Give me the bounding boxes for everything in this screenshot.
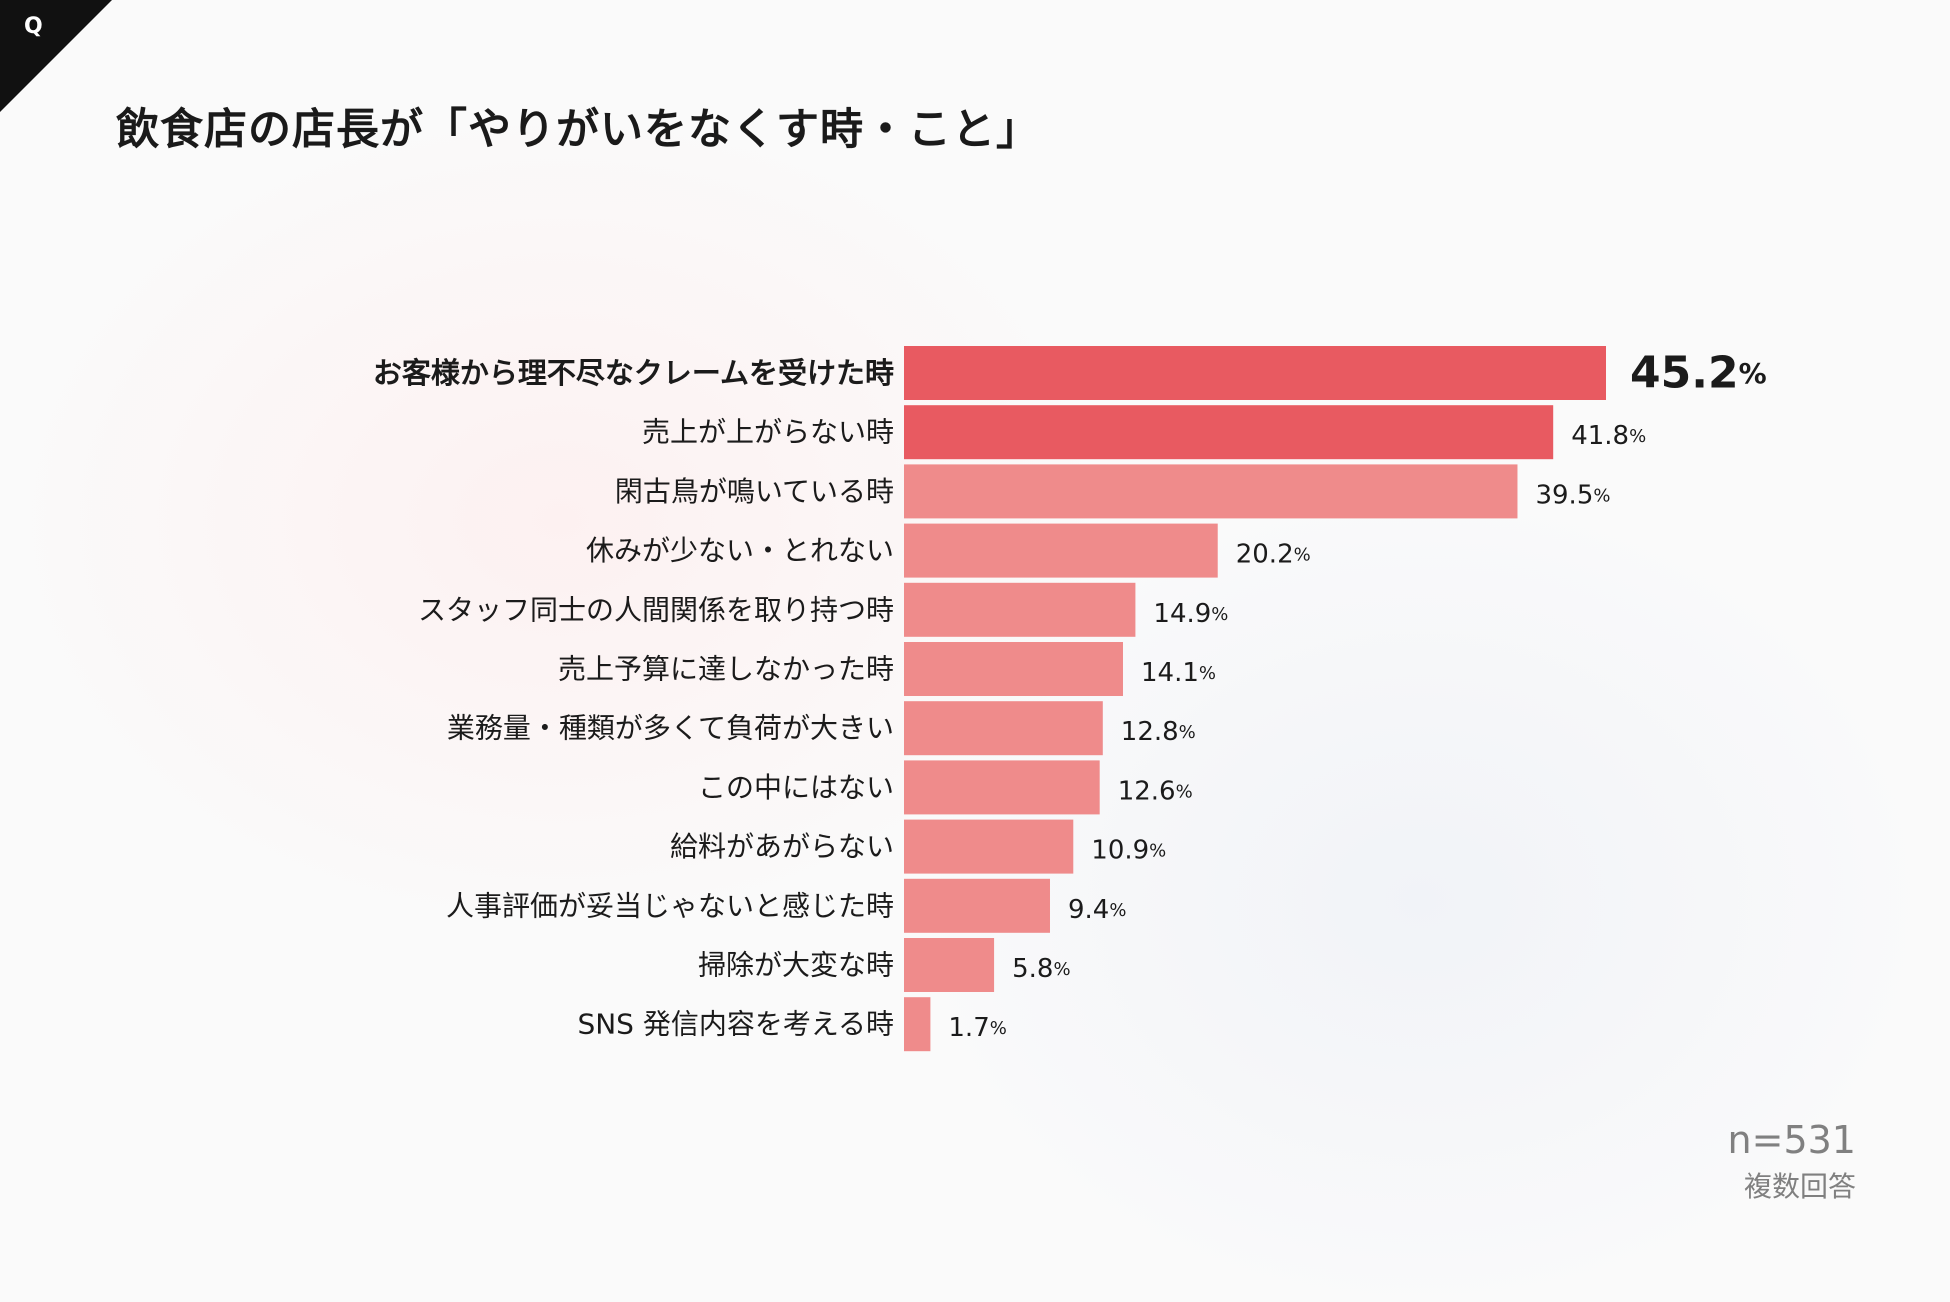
- bar-9: [904, 878, 1050, 933]
- category-label-11: SNS 発信内容を考える時: [577, 1008, 894, 1041]
- category-label-2: 閑古鳥が鳴いている時: [615, 475, 894, 508]
- corner-q-letter: Q: [24, 14, 43, 39]
- bar-0: [904, 346, 1606, 400]
- value-label-5: 14.1%: [1141, 658, 1216, 688]
- value-label-2: 39.5%: [1535, 480, 1610, 510]
- category-label-9: 人事評価が妥当じゃないと感じた時: [446, 889, 894, 922]
- value-unit-2: %: [1593, 485, 1610, 506]
- value-label-11: 1.7%: [948, 1013, 1006, 1043]
- bar-2: [904, 464, 1518, 519]
- value-unit-1: %: [1629, 426, 1646, 447]
- value-unit-11: %: [990, 1018, 1007, 1039]
- category-label-6: 業務量・種類が多くて負荷が大きい: [447, 712, 894, 745]
- q-mark-icon: [0, 0, 112, 112]
- category-label-3: 休みが少ない・とれない: [586, 534, 894, 567]
- category-label-0: お客様から理不尽なクレームを受けた時: [373, 356, 894, 390]
- value-label-9: 9.4%: [1068, 895, 1126, 925]
- bar-4: [904, 582, 1136, 637]
- chart-title: 飲食店の店長が「やりがいをなくす時・こと」: [116, 105, 1040, 155]
- value-unit-3: %: [1294, 544, 1311, 565]
- value-label-4: 14.9%: [1153, 599, 1228, 629]
- value-label-7: 12.6%: [1118, 776, 1193, 806]
- value-unit-5: %: [1199, 663, 1216, 684]
- value-unit-8: %: [1149, 840, 1166, 861]
- category-label-10: 掃除が大変な時: [698, 949, 894, 982]
- value-unit-7: %: [1176, 781, 1193, 802]
- value-unit-9: %: [1109, 899, 1126, 920]
- bar-11: [904, 997, 931, 1052]
- value-unit-6: %: [1179, 722, 1196, 743]
- value-unit-0: %: [1739, 357, 1767, 390]
- sample-size: n=531: [1727, 1118, 1856, 1162]
- value-label-8: 10.9%: [1091, 836, 1166, 866]
- value-label-6: 12.8%: [1121, 717, 1196, 747]
- answer-type: 複数回答: [1743, 1170, 1856, 1203]
- bar-7: [904, 760, 1100, 815]
- value-label-1: 41.8%: [1571, 421, 1646, 451]
- bar-3: [904, 523, 1218, 578]
- value-label-3: 20.2%: [1236, 540, 1311, 570]
- value-label-0: 45.2%: [1630, 348, 1767, 399]
- category-label-8: 給料があがらない: [670, 830, 894, 863]
- category-label-4: スタッフ同士の人間関係を取り持つ時: [418, 593, 894, 626]
- category-label-5: 売上予算に達しなかった時: [558, 653, 894, 686]
- category-label-7: この中にはない: [698, 771, 894, 804]
- value-label-10: 5.8%: [1012, 954, 1070, 984]
- category-label-1: 売上が上がらない時: [642, 416, 894, 449]
- value-unit-10: %: [1053, 959, 1070, 980]
- bar-10: [904, 938, 995, 992]
- value-unit-4: %: [1211, 603, 1228, 624]
- bar-8: [904, 819, 1074, 874]
- bar-6: [904, 701, 1103, 756]
- bar-1: [904, 405, 1554, 460]
- corner-triangle: [0, 0, 112, 112]
- bar-5: [904, 642, 1123, 696]
